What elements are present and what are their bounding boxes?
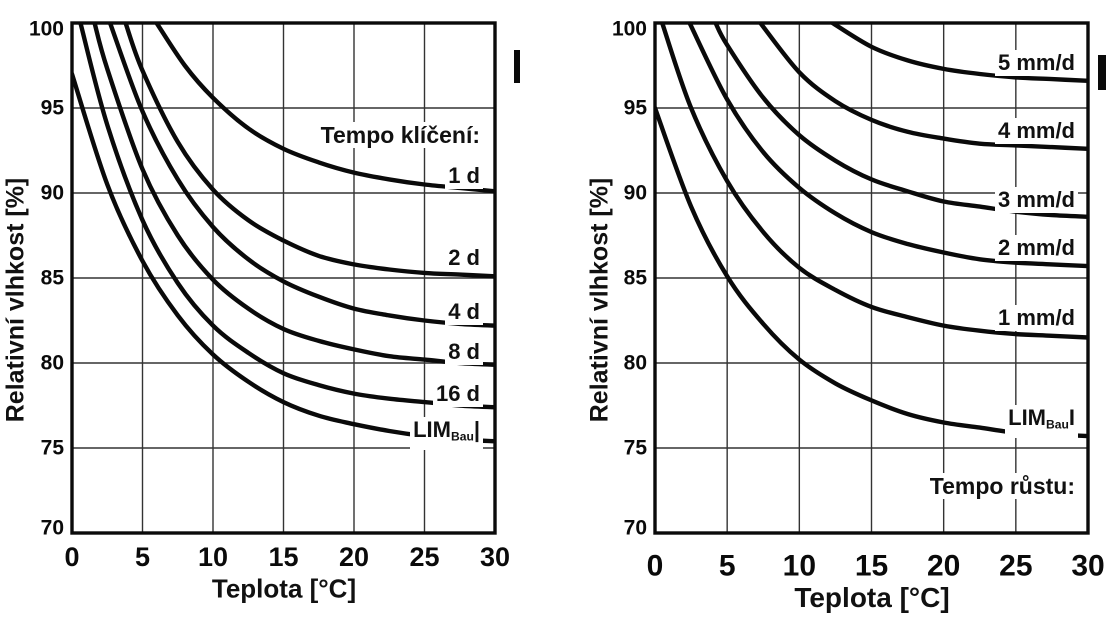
right-ytick-95: 95 bbox=[624, 97, 648, 120]
left-curve-4-d bbox=[107, 23, 495, 328]
right-x-axis-title: Teplota [°C] bbox=[794, 582, 950, 613]
right-ytick-85: 85 bbox=[624, 267, 648, 290]
left-ytick-95: 95 bbox=[41, 97, 65, 120]
left-ytick-90: 90 bbox=[41, 182, 64, 205]
right-ytick-75: 75 bbox=[624, 437, 648, 460]
right-xtick-5: 5 bbox=[719, 550, 736, 583]
curve-label-2d: 2 d bbox=[445, 245, 483, 271]
curve-label-4d: 4 d bbox=[445, 299, 483, 325]
curve-label-16d: 16 d bbox=[432, 381, 483, 407]
right-xtick-15: 15 bbox=[855, 550, 888, 583]
curve-label-3mmd: 3 mm/d bbox=[994, 187, 1078, 213]
right-annotation-tempo-rustu: Tempo růstu: bbox=[926, 473, 1078, 499]
right-ytick-100: 100 bbox=[612, 18, 647, 41]
left-chart-bar-marker bbox=[514, 50, 520, 83]
right-chart-bar-marker bbox=[1098, 55, 1106, 90]
left-ytick-100: 100 bbox=[29, 18, 64, 41]
left-curve-2-d bbox=[123, 23, 495, 279]
left-xtick-0: 0 bbox=[64, 542, 79, 572]
left-xtick-25: 25 bbox=[409, 542, 439, 572]
left-ytick-80: 80 bbox=[41, 352, 64, 375]
left-curve-1-d bbox=[154, 23, 495, 194]
left-annotation-tempo-kliceni: Tempo klíčení: bbox=[317, 122, 483, 148]
left-curve-16-d bbox=[78, 23, 495, 410]
left-xtick-10: 10 bbox=[198, 542, 228, 572]
left-x-axis-title: Teplota [°C] bbox=[211, 573, 357, 604]
left-y-axis-title: Relativní vlhkost [%] bbox=[1, 177, 30, 423]
left-xtick-30: 30 bbox=[480, 542, 510, 572]
right-xtick-20: 20 bbox=[927, 550, 960, 583]
curve-label-8d: 8 d bbox=[445, 339, 483, 365]
left-xtick-5: 5 bbox=[135, 542, 150, 572]
curve-label-lim-right: LIMBauI bbox=[1005, 405, 1078, 438]
curve-label-4mmd: 4 mm/d bbox=[994, 118, 1078, 144]
right-ytick-70: 70 bbox=[624, 517, 647, 540]
curve-label-2mmd: 2 mm/d bbox=[994, 235, 1078, 261]
curve-label-1mmd: 1 mm/d bbox=[994, 305, 1078, 331]
right-xtick-10: 10 bbox=[783, 550, 816, 583]
curve-label-1d: 1 d bbox=[445, 163, 483, 189]
left-curve-8-d bbox=[92, 23, 495, 367]
right-curve-4-mm-d bbox=[758, 23, 1088, 151]
left-xtick-15: 15 bbox=[268, 542, 298, 572]
left-chart: 100 95 90 85 80 75 700 5 10 15 20 25 30 bbox=[29, 18, 510, 573]
right-y-axis-title: Relativní vlhkost [%] bbox=[585, 177, 614, 423]
right-curve-1-mm-d bbox=[660, 23, 1088, 340]
right-xtick-30: 30 bbox=[1071, 550, 1104, 583]
left-plot-border bbox=[70, 21, 497, 535]
right-xtick-25: 25 bbox=[999, 550, 1032, 583]
right-curve-2-mm-d bbox=[687, 23, 1088, 269]
right-ytick-90: 90 bbox=[624, 182, 647, 205]
left-ytick-70: 70 bbox=[41, 517, 64, 540]
left-xtick-20: 20 bbox=[339, 542, 369, 572]
right-xtick-0: 0 bbox=[647, 550, 664, 583]
curve-label-lim-left: LIMBau| bbox=[410, 417, 483, 450]
left-ytick-75: 75 bbox=[41, 437, 65, 460]
curve-label-5mmd: 5 mm/d bbox=[994, 50, 1078, 76]
right-curve-5-mm-d bbox=[830, 23, 1088, 83]
right-plot-border bbox=[653, 21, 1090, 535]
right-ytick-80: 80 bbox=[624, 352, 647, 375]
left-ytick-85: 85 bbox=[41, 267, 65, 290]
